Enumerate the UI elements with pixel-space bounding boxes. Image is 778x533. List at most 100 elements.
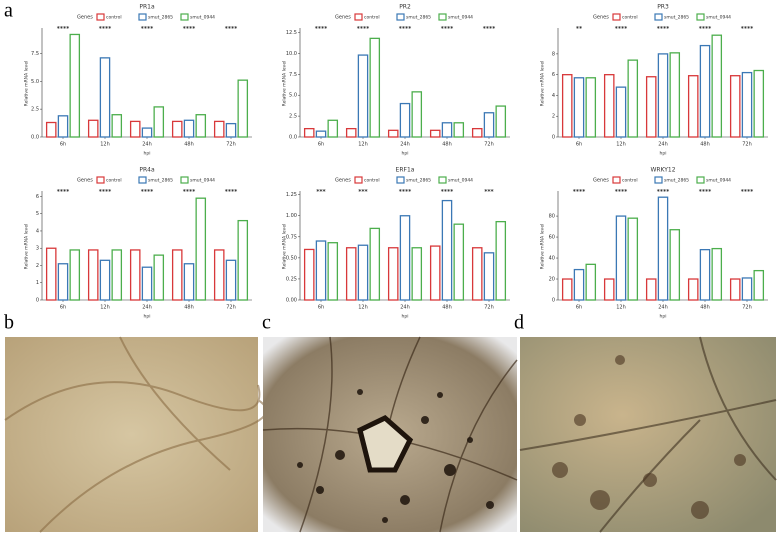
y-tick-label: 40 bbox=[549, 256, 555, 262]
legend-label: smut_0944 bbox=[706, 178, 731, 184]
x-tick-label: 6h bbox=[60, 305, 66, 311]
legend-label: smut_2865 bbox=[148, 15, 173, 21]
legend-label: control bbox=[364, 15, 380, 21]
legend-key bbox=[354, 176, 363, 184]
y-tick-label: 60 bbox=[549, 235, 555, 241]
bar bbox=[657, 196, 669, 301]
significance: **** bbox=[441, 189, 454, 196]
legend-label: control bbox=[106, 15, 122, 21]
bar bbox=[87, 249, 99, 301]
chart: PR1a Genes control smut_2865 smut_0944 0.0 2.5… bbox=[24, 4, 252, 157]
legend-key bbox=[612, 176, 621, 184]
bar bbox=[195, 197, 207, 301]
x-tick-label: 72h bbox=[484, 142, 494, 148]
y-tick-label: 0.0 bbox=[289, 135, 297, 141]
x-tick-label: 72h bbox=[742, 305, 752, 311]
y-tick-label: 0 bbox=[552, 298, 555, 304]
bar bbox=[411, 91, 423, 138]
x-tick-label: 24h bbox=[400, 142, 410, 148]
legend-key bbox=[138, 13, 147, 21]
x-axis-label: hpi bbox=[660, 151, 667, 157]
bar bbox=[471, 247, 483, 301]
y-tick-label: 7.5 bbox=[289, 72, 297, 78]
y-tick-label: 0.50 bbox=[286, 255, 297, 261]
significance: **** bbox=[657, 26, 670, 33]
photos bbox=[4, 336, 777, 533]
bar bbox=[369, 37, 381, 138]
lesion bbox=[357, 415, 414, 473]
bar bbox=[303, 248, 315, 301]
x-tick-label: 6h bbox=[60, 142, 66, 148]
x-tick-label: 24h bbox=[142, 305, 152, 311]
bar bbox=[441, 199, 453, 301]
chart-title: PR3 bbox=[657, 4, 669, 11]
significance: **** bbox=[141, 26, 154, 33]
significance: **** bbox=[183, 26, 196, 33]
bar bbox=[645, 76, 657, 138]
bar bbox=[225, 259, 237, 301]
significance: **** bbox=[357, 26, 370, 33]
bar bbox=[111, 249, 123, 301]
bar bbox=[429, 129, 441, 138]
photo-d bbox=[520, 337, 776, 532]
bar bbox=[141, 266, 153, 301]
legend-title: Genes bbox=[335, 15, 351, 21]
bar bbox=[453, 122, 465, 138]
significance: ** bbox=[576, 26, 583, 33]
legend-key bbox=[396, 13, 405, 21]
bar bbox=[603, 278, 615, 301]
significance: **** bbox=[741, 26, 754, 33]
y-tick-label: 0 bbox=[36, 298, 39, 304]
y-tick-label: 1 bbox=[36, 280, 39, 286]
y-tick-label: 0.00 bbox=[286, 298, 297, 304]
bar bbox=[585, 77, 597, 138]
bar bbox=[453, 223, 465, 301]
bar bbox=[357, 244, 369, 301]
significance: **** bbox=[183, 189, 196, 196]
x-tick-label: 12h bbox=[358, 305, 368, 311]
x-tick-label: 12h bbox=[358, 142, 368, 148]
y-tick-label: 6 bbox=[552, 72, 555, 78]
bar bbox=[141, 127, 153, 138]
legend-key bbox=[354, 13, 363, 21]
significance: **** bbox=[615, 189, 628, 196]
y-axis-label: Relative mRNA level bbox=[282, 61, 288, 107]
x-tick-label: 48h bbox=[700, 305, 710, 311]
significance: *** bbox=[484, 189, 494, 196]
y-tick-label: 5 bbox=[36, 211, 39, 217]
y-tick-label: 0.25 bbox=[286, 276, 297, 282]
x-tick-label: 12h bbox=[616, 305, 626, 311]
legend-label: control bbox=[106, 178, 122, 184]
significance: **** bbox=[99, 26, 112, 33]
bar bbox=[699, 44, 711, 138]
x-tick-label: 72h bbox=[484, 305, 494, 311]
x-axis-label: hpi bbox=[402, 314, 409, 320]
legend-label: control bbox=[622, 178, 638, 184]
bar bbox=[171, 249, 183, 301]
significance: **** bbox=[699, 26, 712, 33]
bar bbox=[129, 120, 141, 138]
bar bbox=[57, 263, 69, 301]
legend-title: Genes bbox=[77, 15, 93, 21]
x-tick-label: 24h bbox=[400, 305, 410, 311]
bar bbox=[627, 217, 639, 301]
x-tick-label: 72h bbox=[226, 305, 236, 311]
bar bbox=[741, 71, 753, 138]
panel-label: b bbox=[4, 312, 14, 334]
chart-title: PR1a bbox=[139, 4, 155, 11]
bar bbox=[153, 254, 165, 301]
significance: *** bbox=[358, 189, 368, 196]
y-tick-label: 20 bbox=[549, 277, 555, 283]
bar bbox=[357, 54, 369, 138]
legend-key bbox=[438, 176, 447, 184]
x-axis-label: hpi bbox=[144, 314, 151, 320]
legend-title: Genes bbox=[593, 178, 609, 184]
x-tick-label: 6h bbox=[576, 305, 582, 311]
significance: **** bbox=[399, 189, 412, 196]
bar bbox=[687, 278, 699, 301]
bar bbox=[153, 106, 165, 138]
significance: **** bbox=[657, 189, 670, 196]
bar bbox=[237, 79, 249, 138]
bar bbox=[471, 127, 483, 138]
legend-title: Genes bbox=[593, 15, 609, 21]
